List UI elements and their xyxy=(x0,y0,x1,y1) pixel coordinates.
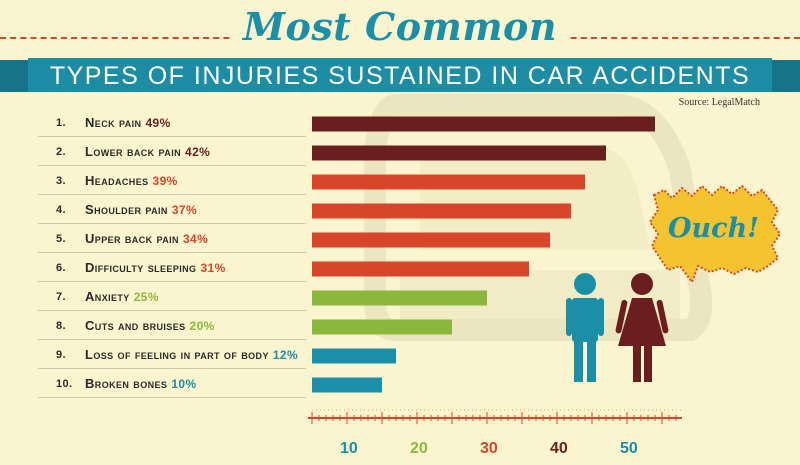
category-percent-label: 10% xyxy=(171,377,197,391)
bar xyxy=(312,290,487,306)
category-rank: 8. xyxy=(56,320,66,332)
bar xyxy=(312,116,655,132)
category-name: Anxiety 25% xyxy=(85,289,159,304)
bar xyxy=(312,232,550,248)
x-tick-label: 40 xyxy=(550,440,568,457)
category-name: Upper back pain 34% xyxy=(85,231,209,246)
category-rank: 9. xyxy=(56,349,66,361)
category-percent-label: 37% xyxy=(171,203,198,217)
category-percent-label: 49% xyxy=(145,116,171,130)
woman-figure xyxy=(615,273,669,382)
x-tick-label: 10 xyxy=(340,440,358,457)
category-name: Shoulder pain 37% xyxy=(85,202,198,217)
bar xyxy=(312,319,452,335)
category-name: Cuts and bruises 20% xyxy=(85,318,215,333)
row-leader-line xyxy=(38,252,306,253)
x-tick-label: 20 xyxy=(410,440,428,457)
bar xyxy=(312,203,571,219)
man-figure xyxy=(566,273,604,382)
row-leader-line xyxy=(38,397,306,398)
category-name: Headaches 39% xyxy=(85,173,178,188)
category-name: Lower back pain 42% xyxy=(85,144,211,159)
row-leader-line xyxy=(38,165,306,166)
category-rank: 10. xyxy=(56,378,73,390)
bar xyxy=(312,174,585,190)
category-name: Neck pain 49% xyxy=(85,115,171,130)
title-dash-right xyxy=(530,37,800,39)
title-dash-left xyxy=(0,37,270,39)
row-leader-line xyxy=(38,223,306,224)
row-leader-line xyxy=(38,368,306,369)
speech-bubble xyxy=(648,184,782,285)
category-percent-label: 25% xyxy=(133,290,159,304)
row-leader-line xyxy=(38,136,306,137)
row-leader-line xyxy=(38,310,306,311)
category-name: Difficulty sleeping 31% xyxy=(85,260,226,275)
category-name: Broken bones 10% xyxy=(85,376,197,391)
category-percent-label: 31% xyxy=(200,261,226,275)
category-percent-label: 42% xyxy=(185,145,211,159)
bar xyxy=(312,348,396,364)
category-rank: 5. xyxy=(56,233,66,245)
subtitle-banner xyxy=(0,58,800,92)
category-percent-label: 12% xyxy=(272,348,299,362)
chart-title: Most Common xyxy=(0,4,800,49)
category-rank: 3. xyxy=(56,175,66,187)
chart-subtitle: TYPES OF INJURIES SUSTAINED IN CAR ACCID… xyxy=(49,62,751,90)
category-rank: 6. xyxy=(56,262,66,274)
category-rank: 4. xyxy=(56,204,66,216)
bar xyxy=(312,145,606,161)
x-tick-label: 30 xyxy=(480,440,498,457)
bar xyxy=(312,377,382,393)
category-name: Loss of feeling in part of body 12% xyxy=(85,347,299,362)
x-tick-label: 50 xyxy=(620,440,638,457)
ouch-callout: Ouch! xyxy=(668,213,760,244)
source-note: Source: LegalMatch xyxy=(678,97,760,108)
category-percent-label: 20% xyxy=(189,319,215,333)
category-rank: 7. xyxy=(56,291,66,303)
row-leader-line xyxy=(38,281,306,282)
row-leader-line xyxy=(38,194,306,195)
bar xyxy=(312,261,529,277)
category-rank: 1. xyxy=(56,117,66,129)
category-rank: 2. xyxy=(56,146,66,158)
row-leader-line xyxy=(38,339,306,340)
category-percent-label: 39% xyxy=(152,174,178,188)
category-percent-label: 34% xyxy=(182,232,209,246)
